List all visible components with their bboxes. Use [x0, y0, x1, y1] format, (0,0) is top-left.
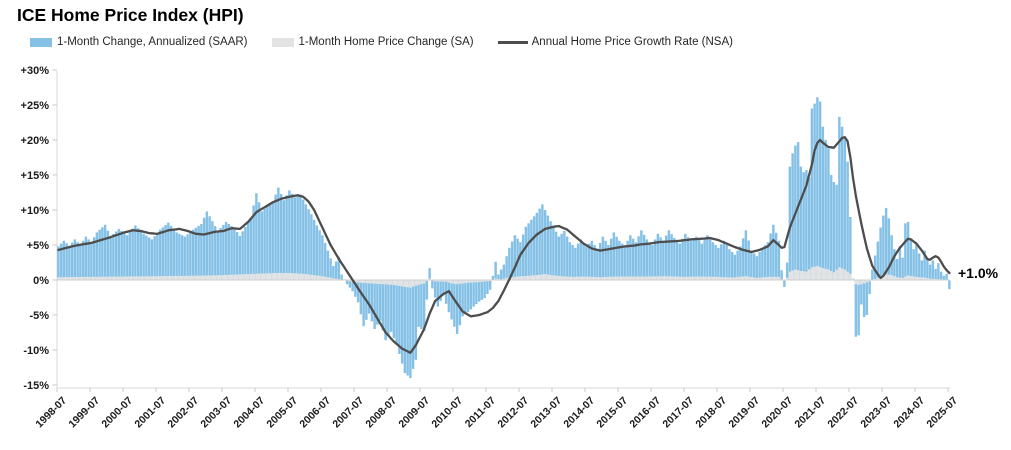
svg-text:+30%: +30% [21, 65, 50, 77]
bars-sa-series [57, 266, 951, 288]
svg-text:2013-07: 2013-07 [528, 395, 564, 431]
svg-text:2010-07: 2010-07 [429, 395, 465, 431]
svg-text:2008-07: 2008-07 [363, 395, 399, 431]
legend-label-sa: 1-Month Home Price Change (SA) [298, 36, 474, 48]
svg-text:+5%: +5% [27, 240, 50, 252]
svg-text:2004-07: 2004-07 [231, 395, 267, 431]
svg-text:2015-07: 2015-07 [594, 395, 630, 431]
x-axis: 1998-071999-072000-072001-072002-072003-… [33, 387, 960, 431]
saar-bar-swatch-icon [30, 37, 52, 47]
legend: 1-Month Change, Annualized (SAAR) 1-Mont… [30, 36, 757, 48]
svg-text:2017-07: 2017-07 [660, 395, 696, 431]
svg-text:2003-07: 2003-07 [198, 395, 234, 431]
svg-text:2022-07: 2022-07 [825, 395, 861, 431]
svg-text:2000-07: 2000-07 [99, 395, 135, 431]
svg-text:2005-07: 2005-07 [264, 395, 300, 431]
svg-text:-10%: -10% [23, 345, 49, 357]
chart-title: ICE Home Price Index (HPI) [17, 5, 244, 25]
svg-text:2007-07: 2007-07 [330, 395, 366, 431]
legend-label-nsa: Annual Home Price Growth Rate (NSA) [531, 36, 733, 48]
svg-text:2024-07: 2024-07 [891, 395, 927, 431]
svg-text:+10%: +10% [21, 205, 50, 217]
sa-bar-swatch-icon [271, 37, 294, 47]
svg-text:2011-07: 2011-07 [463, 395, 498, 430]
svg-text:2021-07: 2021-07 [792, 395, 828, 431]
legend-item-nsa: Annual Home Price Growth Rate (NSA) [497, 36, 733, 48]
svg-text:+15%: +15% [21, 170, 50, 182]
end-value-annotation: +1.0% [958, 265, 999, 281]
svg-text:2018-07: 2018-07 [693, 395, 729, 431]
legend-item-saar: 1-Month Change, Annualized (SAAR) [30, 36, 248, 48]
svg-text:2016-07: 2016-07 [627, 395, 663, 431]
bars-saar-series [57, 97, 951, 378]
svg-text:2014-07: 2014-07 [561, 395, 597, 431]
svg-text:2025-07: 2025-07 [924, 395, 960, 431]
svg-text:2012-07: 2012-07 [495, 395, 531, 431]
svg-text:1999-07: 1999-07 [66, 395, 102, 431]
svg-text:-5%: -5% [29, 310, 49, 322]
svg-text:2006-07: 2006-07 [297, 395, 333, 431]
legend-item-sa: 1-Month Home Price Change (SA) [271, 36, 474, 48]
svg-text:+20%: +20% [21, 135, 50, 147]
svg-text:2009-07: 2009-07 [396, 395, 432, 431]
svg-text:2002-07: 2002-07 [165, 395, 201, 431]
svg-text:-15%: -15% [23, 380, 49, 392]
line-nsa-series [57, 136, 951, 354]
y-axis: +30% +25% +20% +15% +10% +5% 0% -5% -10% -15% [21, 65, 58, 392]
svg-text:2023-07: 2023-07 [858, 395, 894, 431]
svg-text:2019-07: 2019-07 [726, 395, 762, 431]
nsa-line-swatch-icon [497, 40, 528, 44]
svg-text:2001-07: 2001-07 [132, 395, 168, 431]
svg-text:0%: 0% [33, 275, 49, 287]
svg-text:1998-07: 1998-07 [33, 395, 69, 431]
svg-text:+25%: +25% [21, 100, 50, 112]
svg-text:2020-07: 2020-07 [759, 395, 795, 431]
legend-label-saar: 1-Month Change, Annualized (SAAR) [57, 36, 248, 48]
